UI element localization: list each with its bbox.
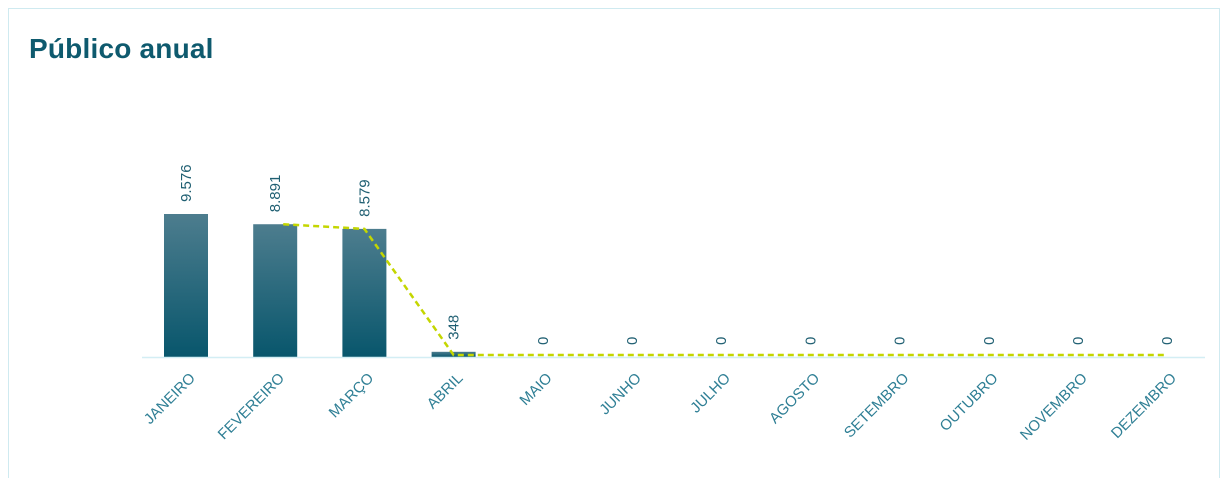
category-label: MARÇO bbox=[326, 370, 378, 422]
category-label: OUTUBRO bbox=[937, 370, 1002, 435]
value-label: 0 bbox=[802, 337, 819, 345]
value-label: 0 bbox=[981, 337, 998, 345]
value-label: 0 bbox=[1159, 337, 1176, 345]
bar-março bbox=[342, 228, 387, 357]
value-label: 8.579 bbox=[356, 179, 373, 217]
value-label: 0 bbox=[713, 337, 730, 345]
value-label: 0 bbox=[624, 337, 641, 345]
value-label: 9.576 bbox=[178, 164, 195, 202]
category-label: JUNHO bbox=[596, 370, 645, 419]
value-label: 0 bbox=[1070, 337, 1087, 345]
trend-line bbox=[283, 222, 1168, 357]
category-label: NOVEMBRO bbox=[1017, 370, 1091, 444]
category-label: AGOSTO bbox=[766, 370, 823, 427]
chart-title: Público anual bbox=[29, 33, 214, 64]
value-label: 348 bbox=[446, 315, 463, 340]
value-label: 8.891 bbox=[267, 175, 284, 213]
category-label: SETEMBRO bbox=[841, 370, 913, 442]
value-label: 0 bbox=[892, 337, 909, 345]
bar-janeiro bbox=[164, 214, 208, 357]
category-label: JANEIRO bbox=[141, 370, 199, 428]
value-label: 0 bbox=[535, 337, 552, 345]
category-label: DEZEMBRO bbox=[1108, 370, 1180, 442]
category-label: ABRIL bbox=[424, 370, 467, 413]
category-label: JULHO bbox=[687, 370, 734, 417]
bar-fevereiro bbox=[253, 224, 298, 357]
chart-card: Público anual bbox=[8, 8, 1220, 478]
category-label: FEVEREIRO bbox=[215, 370, 288, 443]
category-label: MAIO bbox=[516, 370, 555, 409]
